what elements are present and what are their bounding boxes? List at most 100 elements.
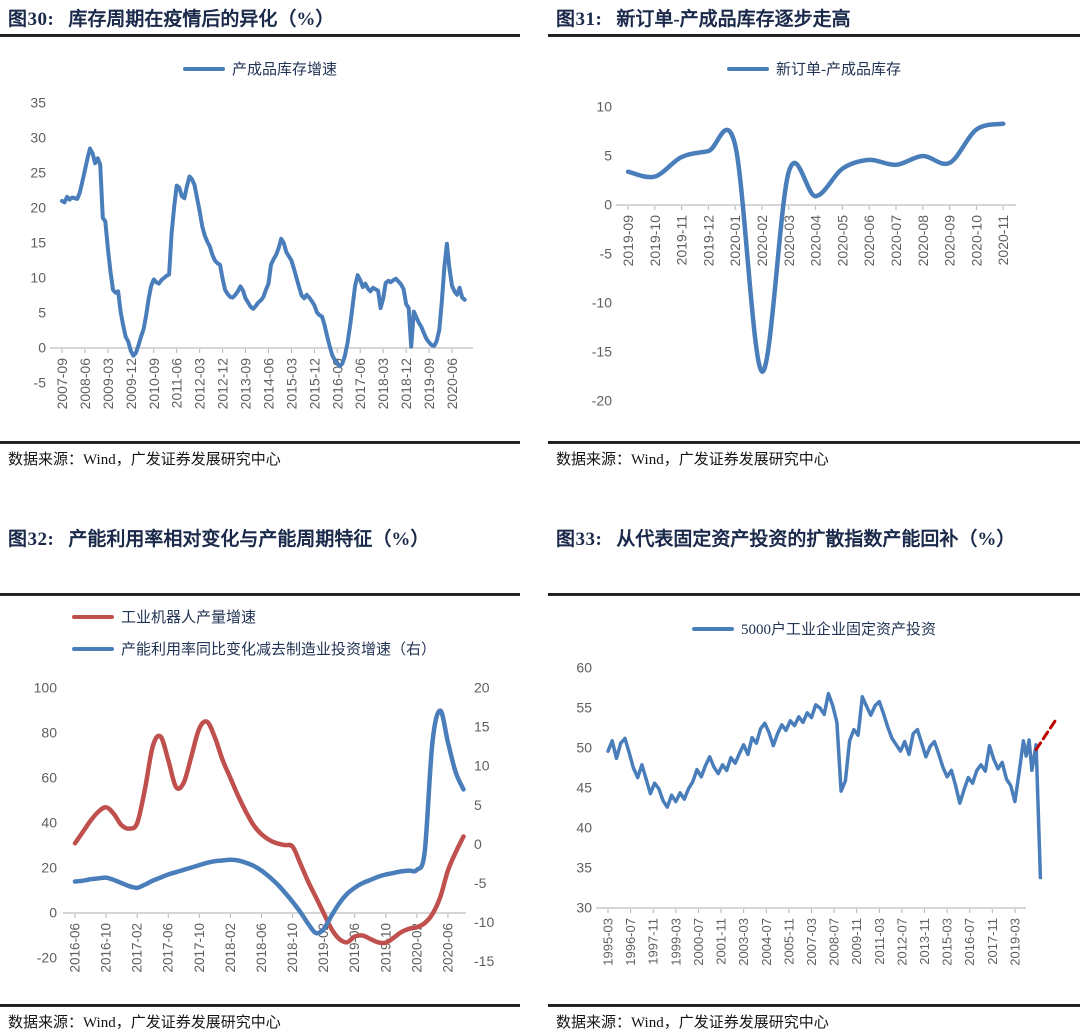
svg-text:2017-02: 2017-02 — [130, 923, 145, 973]
figure-32: 图32: 产能利用率相对变化与产能周期特征（%） 工业机器人产量增速 产能利用率同… — [0, 520, 520, 1036]
svg-text:2020-04: 2020-04 — [808, 215, 824, 267]
legend-line-swatch — [182, 66, 225, 71]
legend-label: 5000户工业企业固定资产投资 — [740, 622, 936, 638]
svg-text:40: 40 — [576, 820, 592, 836]
svg-text:-5: -5 — [600, 246, 613, 262]
svg-text:2018-02: 2018-02 — [223, 923, 238, 973]
figure-number: 图33: — [556, 529, 603, 550]
svg-text:2016-06: 2016-06 — [68, 923, 83, 973]
legend-item: 工业机器人产量增速 — [72, 606, 256, 627]
svg-text:2009-12: 2009-12 — [123, 358, 139, 410]
chart-30-plot: 35 30 25 20 15 10 5 0 -5 2007-09 2008-06 2009-03 200… — [30, 95, 473, 410]
svg-text:2019-02: 2019-02 — [316, 923, 331, 973]
svg-text:0: 0 — [49, 905, 57, 921]
svg-text:25: 25 — [30, 165, 46, 181]
svg-text:80: 80 — [41, 725, 57, 741]
svg-text:40: 40 — [41, 815, 57, 831]
svg-text:2020-03: 2020-03 — [781, 215, 797, 267]
svg-text:1995-03: 1995-03 — [601, 918, 616, 966]
svg-text:35: 35 — [576, 860, 592, 876]
svg-text:10: 10 — [30, 270, 46, 286]
title-rule — [0, 593, 520, 596]
svg-text:2008-06: 2008-06 — [77, 358, 93, 410]
svg-text:2020-01: 2020-01 — [727, 215, 743, 267]
svg-text:-5: -5 — [474, 875, 487, 891]
svg-text:2019-03: 2019-03 — [1007, 918, 1022, 966]
svg-text:2005-11: 2005-11 — [781, 918, 796, 965]
svg-text:1996-07: 1996-07 — [623, 918, 638, 966]
svg-text:15: 15 — [30, 235, 46, 251]
svg-text:50: 50 — [576, 740, 592, 756]
figure-33-title: 图33: 从代表固定资产投资的扩散指数产能回补（%） — [556, 525, 1076, 555]
svg-text:2007-09: 2007-09 — [54, 358, 70, 410]
svg-text:2020-06: 2020-06 — [444, 358, 460, 410]
svg-text:55: 55 — [576, 700, 592, 716]
svg-text:10: 10 — [474, 758, 490, 774]
svg-text:2017-11: 2017-11 — [985, 918, 1000, 965]
svg-text:5: 5 — [604, 148, 612, 164]
title-rule — [548, 593, 1080, 596]
svg-text:2019-10: 2019-10 — [378, 923, 393, 973]
svg-text:-15: -15 — [474, 953, 494, 969]
svg-text:20: 20 — [41, 860, 57, 876]
figure-bottom-rule — [0, 441, 520, 444]
svg-text:2013-09: 2013-09 — [238, 358, 254, 410]
svg-text:2018-03: 2018-03 — [375, 358, 391, 410]
svg-text:2014-06: 2014-06 — [260, 358, 276, 410]
svg-text:2000-07: 2000-07 — [691, 918, 706, 966]
svg-text:2009-11: 2009-11 — [849, 918, 864, 965]
figure-number: 图30: — [8, 9, 55, 30]
figure-bottom-rule — [0, 1004, 520, 1007]
svg-text:2019-10: 2019-10 — [647, 215, 663, 267]
svg-text:2017-06: 2017-06 — [161, 923, 176, 973]
svg-text:2020-02: 2020-02 — [409, 923, 424, 973]
legend-line-swatch — [691, 626, 734, 631]
legend-line-swatch — [727, 66, 769, 71]
figure-title-text: 从代表固定资产投资的扩散指数产能回补（%） — [616, 529, 1016, 550]
svg-text:20: 20 — [474, 680, 490, 696]
figure-30: 图30: 库存周期在疫情后的异化（%） 产成品库存增速 35 30 25 20 15 10 5… — [0, 0, 520, 472]
svg-text:2011-06: 2011-06 — [169, 358, 185, 409]
figure-title-text: 产能利用率相对变化与产能周期特征（%） — [68, 529, 430, 550]
svg-text:2016-07: 2016-07 — [962, 918, 977, 966]
figure-30-legend: 产成品库存增速 — [0, 58, 520, 79]
svg-text:2010-09: 2010-09 — [146, 358, 162, 410]
legend-label: 新订单-产成品库存 — [776, 62, 901, 78]
figure-number: 图32: — [8, 529, 55, 550]
legend-item: 产成品库存增速 — [182, 58, 337, 79]
svg-text:2009-03: 2009-03 — [100, 358, 116, 410]
svg-text:2007-03: 2007-03 — [804, 918, 819, 966]
svg-text:2015-03: 2015-03 — [940, 918, 955, 966]
svg-text:2020-02: 2020-02 — [754, 215, 770, 267]
title-rule — [0, 34, 520, 37]
svg-text:5: 5 — [474, 797, 482, 813]
svg-text:60: 60 — [576, 660, 592, 676]
svg-text:2020-11: 2020-11 — [995, 215, 1011, 266]
svg-text:2020-07: 2020-07 — [888, 215, 904, 267]
svg-text:15: 15 — [474, 719, 490, 735]
svg-text:2019-06: 2019-06 — [347, 923, 362, 973]
svg-text:2018-12: 2018-12 — [398, 358, 414, 410]
svg-text:2020-06: 2020-06 — [861, 215, 877, 267]
svg-text:2019-09: 2019-09 — [620, 215, 636, 267]
svg-text:2015-03: 2015-03 — [283, 358, 299, 410]
svg-text:2011-03: 2011-03 — [872, 918, 887, 965]
svg-text:20: 20 — [30, 200, 46, 216]
svg-text:2017-10: 2017-10 — [192, 923, 207, 973]
legend-label: 产能利用率同比变化减去制造业投资增速（右） — [121, 642, 437, 658]
chart-33-plot: 60 55 50 45 40 35 30 1995-03 1996-07 1997-11 1999-… — [576, 660, 1059, 966]
figure-31: 图31: 新订单-产成品库存逐步走高 新订单-产成品库存 10 5 0 -5 -10 -15… — [548, 0, 1080, 472]
data-source: 数据来源：Wind，广发证券发展研究中心 — [556, 1015, 829, 1031]
svg-text:2017-06: 2017-06 — [352, 358, 368, 410]
svg-text:2013-11: 2013-11 — [917, 918, 932, 965]
svg-text:2012-07: 2012-07 — [894, 918, 909, 966]
svg-text:1997-11: 1997-11 — [646, 918, 661, 965]
chart-32-plot: 100 80 60 40 20 0 -20 20 15 10 5 0 -5 -10 -15 2016-06 20… — [34, 680, 495, 973]
legend-label: 产成品库存增速 — [231, 62, 337, 78]
svg-text:2019-11: 2019-11 — [674, 215, 690, 266]
svg-text:10: 10 — [596, 99, 612, 115]
svg-text:2016-09: 2016-09 — [329, 358, 345, 410]
legend-item: 5000户工业企业固定资产投资 — [691, 618, 936, 639]
figure-number: 图31: — [556, 9, 603, 30]
